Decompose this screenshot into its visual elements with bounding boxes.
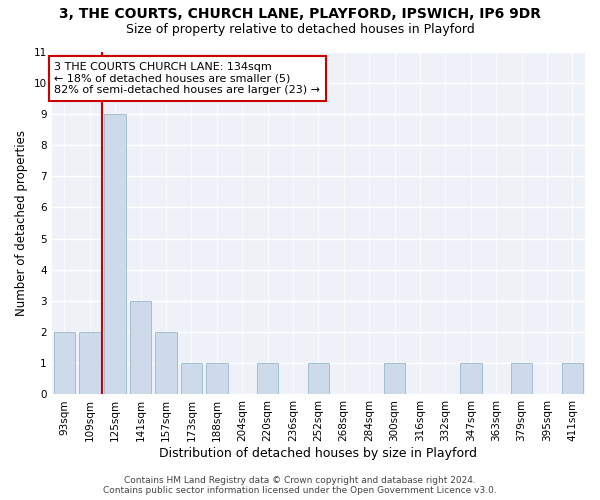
Text: 3 THE COURTS CHURCH LANE: 134sqm
← 18% of detached houses are smaller (5)
82% of: 3 THE COURTS CHURCH LANE: 134sqm ← 18% o… bbox=[55, 62, 320, 95]
Bar bbox=[130, 301, 151, 394]
Bar bbox=[308, 364, 329, 394]
Bar bbox=[562, 364, 583, 394]
Bar bbox=[511, 364, 532, 394]
Bar bbox=[181, 364, 202, 394]
Text: 3, THE COURTS, CHURCH LANE, PLAYFORD, IPSWICH, IP6 9DR: 3, THE COURTS, CHURCH LANE, PLAYFORD, IP… bbox=[59, 8, 541, 22]
X-axis label: Distribution of detached houses by size in Playford: Distribution of detached houses by size … bbox=[160, 447, 478, 460]
Y-axis label: Number of detached properties: Number of detached properties bbox=[15, 130, 28, 316]
Text: Size of property relative to detached houses in Playford: Size of property relative to detached ho… bbox=[125, 22, 475, 36]
Bar bbox=[257, 364, 278, 394]
Bar bbox=[104, 114, 126, 394]
Bar bbox=[384, 364, 406, 394]
Bar bbox=[460, 364, 482, 394]
Bar bbox=[155, 332, 177, 394]
Bar bbox=[206, 364, 227, 394]
Text: Contains HM Land Registry data © Crown copyright and database right 2024.
Contai: Contains HM Land Registry data © Crown c… bbox=[103, 476, 497, 495]
Bar bbox=[79, 332, 101, 394]
Bar bbox=[53, 332, 75, 394]
